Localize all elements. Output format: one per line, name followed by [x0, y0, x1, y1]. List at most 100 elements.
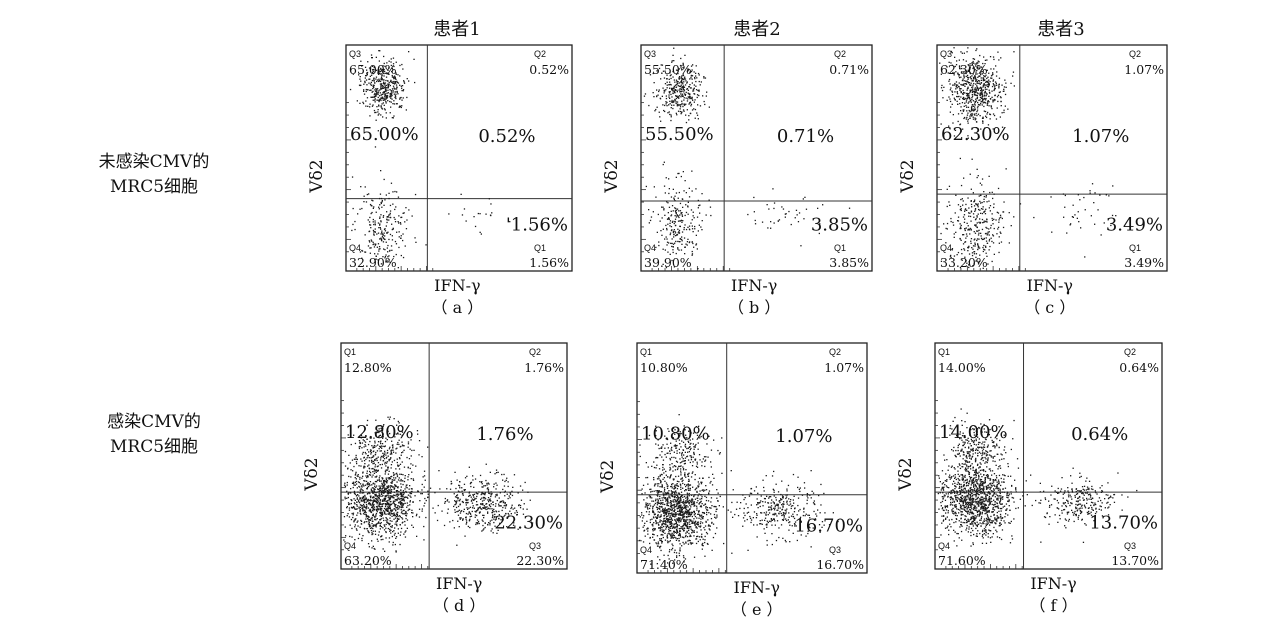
- event-dot: [364, 498, 366, 500]
- event-dot: [386, 521, 388, 523]
- event-dot: [683, 89, 686, 91]
- event-dot: [974, 108, 976, 110]
- event-dot: [385, 95, 387, 97]
- event-dot: [970, 188, 972, 190]
- event-dot: [674, 519, 676, 521]
- event-dot: [968, 246, 970, 248]
- event-dot: [662, 248, 664, 250]
- event-dot: [375, 431, 377, 433]
- event-dot: [475, 497, 477, 500]
- event-dot: [374, 68, 376, 71]
- event-dot: [956, 91, 958, 93]
- event-dot: [664, 507, 666, 509]
- event-dot: [377, 99, 379, 101]
- event-dot: [369, 440, 371, 443]
- event-dot: [676, 82, 678, 84]
- event-dot: [954, 212, 956, 214]
- event-dot: [392, 103, 394, 105]
- event-dot: [483, 517, 485, 519]
- event-dot: [396, 490, 398, 492]
- event-dot: [375, 451, 377, 454]
- event-dot: [766, 204, 768, 206]
- event-dot: [380, 526, 383, 528]
- event-dot: [385, 261, 387, 263]
- event-dot: [375, 94, 378, 96]
- event-dot: [362, 513, 365, 515]
- event-dot: [798, 212, 801, 214]
- event-dot: [676, 503, 678, 505]
- event-dot: [682, 501, 684, 503]
- event-dot: [359, 497, 362, 500]
- event-dot: [411, 490, 413, 493]
- event-dot: [399, 480, 401, 482]
- event-dot: [663, 529, 665, 532]
- event-dot: [397, 433, 399, 435]
- event-dot: [675, 73, 678, 75]
- event-dot: [372, 545, 374, 547]
- event-dot: [382, 454, 385, 457]
- event-dot: [410, 478, 412, 480]
- event-dot: [678, 500, 680, 503]
- event-dot: [950, 87, 952, 89]
- event-dot: [979, 72, 981, 74]
- event-dot: [671, 519, 674, 521]
- event-dot: [956, 87, 958, 89]
- event-dot: [467, 508, 469, 510]
- event-dot: [377, 259, 379, 261]
- event-dot: [379, 446, 382, 448]
- event-dot: [357, 537, 360, 540]
- event-dot: [664, 192, 666, 194]
- event-dot: [672, 526, 674, 529]
- event-dot: [673, 534, 675, 537]
- event-dot: [987, 82, 990, 84]
- event-dot: [367, 89, 369, 91]
- event-dot: [394, 484, 397, 486]
- event-dot: [461, 214, 464, 216]
- event-dot: [406, 506, 408, 508]
- event-dot: [986, 242, 989, 244]
- event-dot: [679, 530, 682, 532]
- event-dot: [375, 119, 377, 121]
- event-dot: [359, 498, 361, 500]
- event-dot: [388, 499, 390, 501]
- event-dot: [391, 486, 394, 488]
- event-dot: [687, 238, 689, 240]
- event-dot: [968, 93, 970, 95]
- event-dot: [399, 498, 401, 500]
- event-dot: [374, 89, 376, 91]
- event-dot: [967, 93, 969, 96]
- event-dot: [503, 501, 505, 503]
- event-dot: [662, 493, 665, 496]
- event-dot: [694, 489, 696, 491]
- event-dot: [367, 499, 369, 501]
- event-dot: [388, 513, 390, 515]
- event-dot: [469, 506, 472, 508]
- event-dot: [696, 94, 699, 96]
- event-dot: [976, 204, 978, 206]
- event-dot: [374, 485, 376, 487]
- event-dot: [391, 71, 393, 73]
- event-dot: [965, 97, 967, 100]
- event-dot: [359, 486, 361, 488]
- event-dot: [660, 515, 662, 518]
- event-dot: [1074, 214, 1076, 216]
- event-dot: [679, 501, 681, 503]
- event-dot: [384, 450, 386, 452]
- event-dot: [462, 519, 464, 521]
- event-dot: [971, 95, 974, 97]
- event-dot: [393, 418, 395, 420]
- event-dot: [680, 80, 683, 83]
- event-dot: [379, 217, 381, 219]
- event-dot: [713, 513, 716, 516]
- event-dot: [391, 88, 394, 90]
- event-dot: [404, 512, 406, 514]
- event-dot: [667, 223, 669, 225]
- event-dot: [361, 65, 363, 67]
- event-dot: [664, 523, 666, 525]
- event-dot: [381, 235, 384, 238]
- event-dot: [378, 487, 381, 490]
- event-dot: [364, 484, 367, 486]
- event-dot: [660, 506, 662, 508]
- event-dot: [690, 476, 693, 478]
- event-dot: [1064, 206, 1066, 208]
